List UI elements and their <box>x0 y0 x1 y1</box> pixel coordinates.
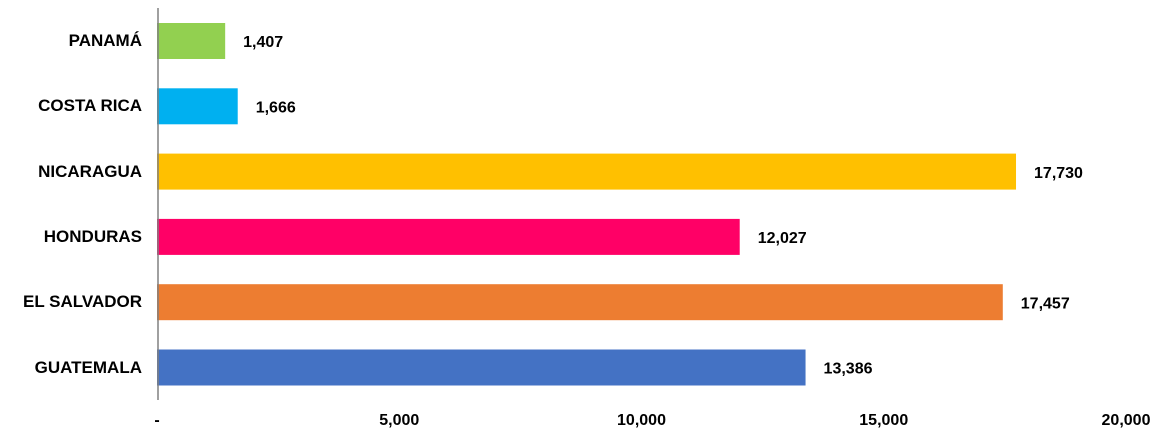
bar <box>157 88 238 125</box>
x-tick-label: 20,000 <box>1102 412 1151 429</box>
category-label: NICARAGUA <box>38 161 142 181</box>
value-label: 13,386 <box>824 361 873 378</box>
x-tick-label: 5,000 <box>379 412 419 429</box>
value-label: 1,407 <box>243 34 283 51</box>
category-label: EL SALVADOR <box>22 292 142 312</box>
value-label: 17,457 <box>1021 295 1070 312</box>
category-label: GUATEMALA <box>34 357 142 377</box>
bar <box>157 349 806 386</box>
category-label: PANAMÁ <box>68 31 142 50</box>
bar <box>157 23 226 59</box>
bar <box>157 284 1003 321</box>
category-label: COSTA RICA <box>38 96 142 116</box>
value-label: 17,730 <box>1034 165 1083 182</box>
x-tick-label: 10,000 <box>617 412 666 429</box>
category-label: HONDURAS <box>43 226 142 246</box>
x-tick-label: - <box>154 412 159 429</box>
bar <box>157 218 740 255</box>
bar <box>157 153 1017 190</box>
x-tick-label: 15,000 <box>859 412 908 429</box>
value-label: 1,666 <box>256 100 296 117</box>
value-label: 12,027 <box>758 230 807 247</box>
